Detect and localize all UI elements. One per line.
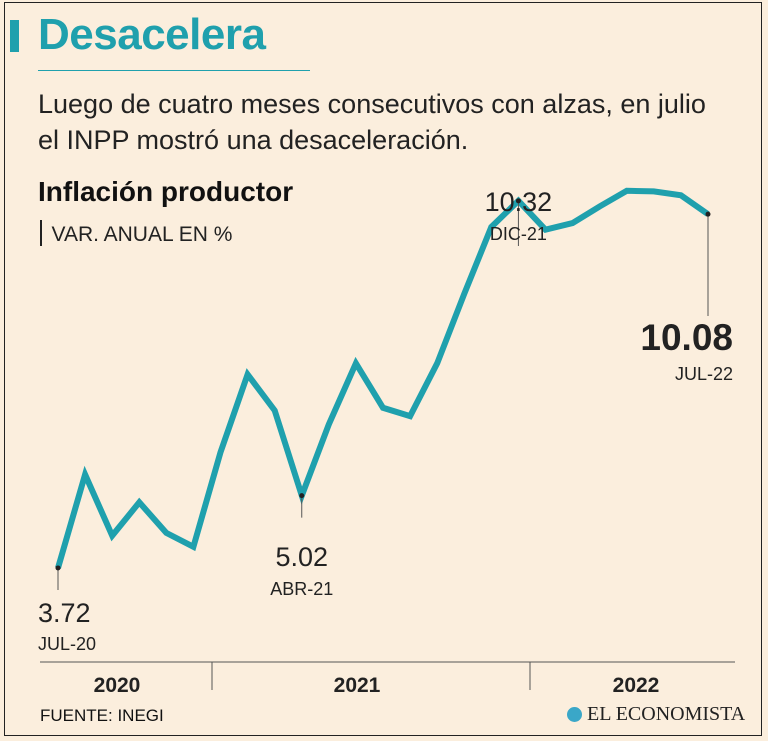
subtitle-line-2: el INPP mostró una desaceleración. bbox=[38, 125, 469, 155]
date-label-jul-20: JUL-20 bbox=[38, 634, 96, 654]
page-title: Desacelera bbox=[38, 10, 266, 59]
year-label-2022: 2022 bbox=[613, 674, 660, 697]
source-note: FUENTE: INEGI bbox=[40, 706, 164, 725]
title-underline bbox=[38, 70, 310, 71]
units-label: VAR. ANUAL EN % bbox=[40, 220, 232, 247]
units-pipe bbox=[40, 220, 42, 246]
chart-title: Inflación productor bbox=[38, 176, 294, 207]
data-label-dic-21: 10.32 bbox=[485, 187, 553, 217]
chart-frame bbox=[4, 2, 762, 736]
publisher-logo: EL ECONOMISTA bbox=[567, 703, 745, 726]
title-accent-bar bbox=[10, 20, 19, 52]
data-label-jul-20: 3.72 bbox=[38, 598, 91, 628]
date-label-dic-21: DIC-21 bbox=[490, 224, 547, 244]
logo-icon bbox=[567, 707, 582, 722]
units-text: VAR. ANUAL EN % bbox=[51, 223, 233, 246]
date-label-abr-21: ABR-21 bbox=[270, 579, 333, 599]
subtitle-line-1: Luego de cuatro meses consecutivos con a… bbox=[38, 89, 706, 119]
logo-text: EL ECONOMISTA bbox=[587, 703, 746, 725]
subtitle: Luego de cuatro meses consecutivos con a… bbox=[38, 86, 738, 158]
date-label-jul-22: JUL-22 bbox=[675, 364, 733, 384]
marker-jul-22 bbox=[705, 211, 711, 217]
marker-dic-21 bbox=[515, 198, 521, 204]
year-label-2020: 2020 bbox=[94, 674, 141, 697]
data-label-abr-21: 5.02 bbox=[275, 542, 328, 572]
marker-jul-20 bbox=[55, 565, 61, 571]
marker-abr-21 bbox=[299, 493, 305, 499]
series-line bbox=[55, 187, 710, 569]
year-label-2021: 2021 bbox=[334, 674, 381, 697]
data-label-jul-22: 10.08 bbox=[640, 317, 733, 358]
